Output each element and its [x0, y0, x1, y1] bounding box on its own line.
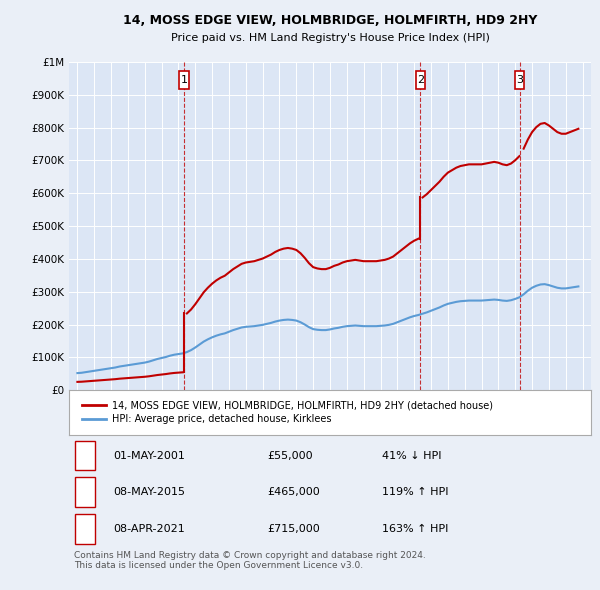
Text: 2: 2	[416, 75, 424, 85]
Text: 14, MOSS EDGE VIEW, HOLMBRIDGE, HOLMFIRTH, HD9 2HY: 14, MOSS EDGE VIEW, HOLMBRIDGE, HOLMFIRT…	[123, 14, 537, 27]
Text: £55,000: £55,000	[268, 451, 313, 461]
Text: 3: 3	[82, 524, 89, 534]
Legend: 14, MOSS EDGE VIEW, HOLMBRIDGE, HOLMFIRTH, HD9 2HY (detached house), HPI: Averag: 14, MOSS EDGE VIEW, HOLMBRIDGE, HOLMFIRT…	[79, 398, 496, 427]
Text: 08-MAY-2015: 08-MAY-2015	[113, 487, 185, 497]
Text: 1: 1	[181, 75, 188, 85]
Text: 119% ↑ HPI: 119% ↑ HPI	[382, 487, 449, 497]
Bar	[75, 514, 95, 543]
Text: 08-APR-2021: 08-APR-2021	[113, 524, 185, 534]
Text: 163% ↑ HPI: 163% ↑ HPI	[382, 524, 449, 534]
Bar	[179, 71, 188, 89]
Text: 41% ↓ HPI: 41% ↓ HPI	[382, 451, 442, 461]
Text: Contains HM Land Registry data © Crown copyright and database right 2024.
This d: Contains HM Land Registry data © Crown c…	[74, 551, 426, 571]
Bar	[416, 71, 425, 89]
Text: 3: 3	[516, 75, 523, 85]
Text: £465,000: £465,000	[268, 487, 320, 497]
Text: 1: 1	[82, 451, 89, 461]
Text: Price paid vs. HM Land Registry's House Price Index (HPI): Price paid vs. HM Land Registry's House …	[170, 34, 490, 43]
Bar	[75, 477, 95, 507]
Text: £715,000: £715,000	[268, 524, 320, 534]
Text: 2: 2	[82, 487, 89, 497]
Bar	[75, 441, 95, 470]
Bar	[515, 71, 524, 89]
Text: 01-MAY-2001: 01-MAY-2001	[113, 451, 185, 461]
